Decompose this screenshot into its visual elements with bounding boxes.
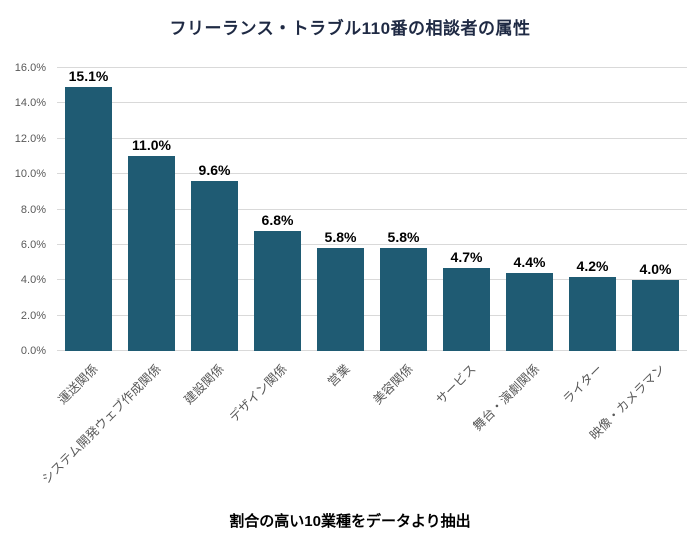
y-tick-label: 16.0%: [14, 62, 46, 74]
x-category-label: 運送関係: [55, 361, 102, 408]
x-category-label: 舞台・演劇関係: [470, 361, 543, 434]
gridline: [57, 243, 687, 245]
x-category-label: 建設関係: [181, 361, 228, 408]
bar-data-label: 5.8%: [324, 229, 357, 246]
bar-data-label: 4.4%: [513, 254, 546, 271]
bar-column: 5.8% 営業: [309, 68, 372, 389]
bar-column: 6.8% デザイン関係: [227, 68, 309, 425]
bar-column: 4.4% 舞台・演劇関係: [470, 68, 561, 434]
bar-column: 15.1% 運送関係: [56, 68, 120, 407]
x-category-label: 営業: [325, 361, 354, 390]
y-tick-label: 4.0%: [20, 274, 46, 287]
bar-data-label: 11.0%: [132, 137, 171, 154]
x-category-label: 美容関係: [370, 361, 417, 408]
bar: [128, 156, 175, 351]
bar: [380, 248, 427, 351]
bar-series: 15.1% 運送関係 11.0% システム開発ウェブ作成関係 9.6% 建設関係 6.8% デ…: [40, 68, 687, 486]
y-tick-label: 14.0%: [14, 97, 46, 110]
y-tick-label: 10.0%: [14, 168, 46, 181]
gridline: [57, 102, 687, 104]
bar: [65, 87, 112, 351]
gridline: [57, 314, 687, 316]
chart-caption: 割合の高い10業種をデータより抽出: [229, 513, 471, 530]
bar: [191, 181, 238, 351]
bar: [632, 280, 679, 351]
y-tick-label: 6.0%: [20, 238, 46, 251]
bar-column: 5.8% 美容関係: [371, 68, 435, 407]
x-category-label: システム開発ウェブ作成関係: [39, 361, 165, 487]
bar: [443, 267, 490, 351]
x-category-label: デザイン関係: [227, 361, 291, 425]
y-tick-label: 12.0%: [14, 132, 46, 145]
gridline: [57, 279, 687, 281]
chart-title: フリーランス・トラブル110番の相談者の属性: [169, 19, 531, 38]
bar-data-label: 4.7%: [450, 248, 483, 265]
bar-data-label: 5.8%: [387, 229, 420, 246]
gridline: [57, 208, 687, 210]
bar-data-label: 15.1%: [68, 68, 109, 84]
x-category-label: ライター: [560, 361, 606, 407]
bar-data-label: 6.8%: [261, 211, 294, 228]
bar-data-label: 4.2%: [576, 257, 609, 274]
gridline: [57, 173, 687, 175]
y-axis: 0.0% 2.0% 4.0% 6.0% 8.0% 10.0% 12.0% 14.0% 16.0%: [0, 62, 50, 357]
y-tick-label: 2.0%: [20, 309, 46, 322]
gridline: [57, 67, 687, 68]
bar: [506, 273, 553, 351]
bar-column: 9.6% 建設関係: [182, 68, 246, 407]
gridline: [57, 137, 687, 139]
gridline: [57, 350, 687, 351]
bar-data-label: 4.0%: [639, 261, 672, 278]
plot-area: 15.1% 運送関係 11.0% システム開発ウェブ作成関係 9.6% 建設関係 6.8% デ…: [40, 67, 687, 486]
bar-column: 4.7% サービス: [434, 68, 498, 407]
y-tick-label: 0.0%: [20, 345, 46, 357]
bar-data-label: 9.6%: [198, 162, 231, 179]
bar-column: 4.2% ライター: [560, 68, 624, 407]
bar: [317, 248, 364, 351]
y-tick-label: 8.0%: [20, 203, 46, 216]
bar-column: 11.0% システム開発ウェブ作成関係: [40, 68, 183, 486]
x-category-label: サービス: [433, 361, 480, 408]
bar: [254, 230, 301, 351]
bar: [569, 276, 616, 351]
bar-column: 4.0% 映像・カメラマン: [588, 68, 687, 442]
